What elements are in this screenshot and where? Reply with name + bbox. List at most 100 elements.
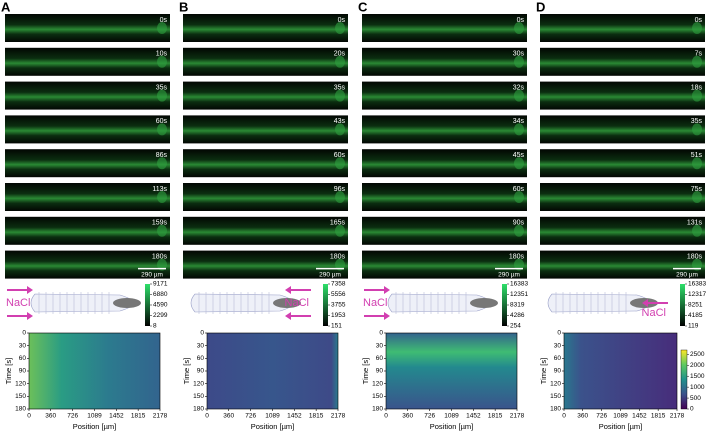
colorbar-tick-label: 2500 [690, 351, 705, 358]
y-tick-label: 180 [372, 406, 383, 413]
image-glow [514, 55, 524, 68]
x-tick-label: 0 [27, 413, 31, 420]
image-strip [5, 47, 170, 76]
timestamp: 159s [152, 220, 168, 227]
arrow-head [27, 312, 33, 320]
colorbar-tick-label: 500 [690, 395, 701, 402]
heatmap [386, 333, 517, 409]
x-tick-label: 726 [245, 413, 256, 420]
timestamp: 10s [156, 51, 168, 58]
x-tick-label: 1815 [651, 413, 666, 420]
image-glow [692, 258, 702, 271]
y-tick-label: 150 [193, 393, 204, 400]
y-axis-label: Time [s] [182, 358, 191, 384]
panel-label: A [1, 0, 11, 14]
timestamp: 51s [691, 152, 703, 159]
image-strip [183, 250, 348, 279]
intensity-tick-label: 151 [331, 323, 342, 330]
intensity-tick-label: 16383 [688, 281, 706, 288]
x-axis-label: Position [µm] [430, 422, 474, 431]
intensity-tick-label: 2299 [153, 312, 168, 319]
image-glow [692, 191, 702, 203]
timestamp: 0s [695, 17, 703, 24]
x-tick-label: 1452 [466, 413, 481, 420]
image-strip [540, 14, 705, 42]
y-tick-label: 30 [554, 342, 562, 349]
x-tick-label: 0 [205, 413, 209, 420]
x-tick-label: 1815 [131, 413, 146, 420]
timestamp: 18s [691, 84, 703, 91]
timestamp: 113s [152, 186, 167, 193]
intensity-tick-label: 6880 [153, 291, 168, 298]
y-tick-label: 150 [15, 393, 26, 400]
larva-head [470, 298, 498, 308]
x-tick-label: 360 [402, 413, 413, 420]
y-tick-label: 120 [15, 380, 26, 387]
x-tick-label: 1452 [287, 413, 302, 420]
image-glow [335, 258, 345, 271]
intensity-tick-label: 16383 [510, 281, 528, 288]
y-tick-label: 30 [197, 342, 205, 349]
image-strip [5, 216, 170, 245]
y-tick-label: 60 [376, 355, 384, 362]
image-glow [157, 258, 167, 271]
timestamp: 86s [156, 152, 168, 159]
y-tick-label: 0 [22, 330, 26, 337]
timestamp: 0s [160, 17, 168, 24]
intensity-tick-label: 4185 [688, 312, 703, 319]
timestamp: 96s [334, 186, 346, 193]
arrow-head [285, 312, 291, 320]
image-strip [183, 81, 348, 110]
image-strip [5, 250, 170, 279]
y-tick-label: 90 [197, 368, 205, 375]
image-glow [514, 157, 524, 170]
timestamp: 131s [687, 220, 703, 227]
intensity-tick-label: 4286 [510, 312, 525, 319]
x-tick-label: 1815 [309, 413, 324, 420]
image-glow [157, 55, 167, 68]
intensity-tick-label: 12317 [688, 291, 706, 298]
timestamp: 20s [334, 51, 346, 58]
y-axis-label: Time [s] [4, 358, 13, 384]
stimulus-label: NaCl [363, 297, 387, 309]
y-tick-label: 0 [557, 330, 561, 337]
larva-head [273, 298, 301, 308]
image-glow [335, 123, 345, 136]
image-strip [540, 183, 705, 211]
x-tick-label: 1089 [444, 413, 459, 420]
intensity-tick-label: 5556 [331, 291, 346, 298]
x-axis-label: Position [µm] [73, 422, 117, 431]
timestamp: 30s [513, 51, 525, 58]
timestamp: 35s [691, 118, 703, 125]
larva-head [113, 298, 141, 308]
stimulus-label: NaCl [285, 297, 309, 309]
image-strip [362, 216, 527, 245]
image-strip [183, 216, 348, 245]
x-tick-label: 0 [562, 413, 566, 420]
x-tick-label: 1452 [109, 413, 124, 420]
scale-bar-label: 290 µm [676, 271, 698, 278]
y-tick-label: 120 [550, 380, 561, 387]
timestamp: 35s [156, 84, 168, 91]
x-axis-label: Position [µm] [599, 422, 643, 431]
image-strip [362, 183, 527, 211]
image-strip [362, 115, 527, 144]
image-glow [157, 123, 167, 136]
intensity-tick-label: 1953 [331, 312, 346, 319]
x-tick-label: 0 [384, 413, 388, 420]
image-strip [5, 115, 170, 144]
image-strip [362, 149, 527, 178]
intensity-tick-label: 254 [510, 323, 521, 330]
image-strip [540, 216, 705, 245]
x-tick-label: 726 [67, 413, 78, 420]
timestamp: 60s [334, 152, 346, 159]
image-strip [183, 183, 348, 211]
x-tick-label: 2178 [153, 413, 168, 420]
y-tick-label: 60 [19, 355, 27, 362]
image-glow [514, 123, 524, 136]
image-strip [362, 81, 527, 110]
image-glow [692, 89, 702, 102]
x-tick-label: 726 [596, 413, 607, 420]
image-glow [335, 89, 345, 102]
arrow-head [642, 299, 648, 307]
